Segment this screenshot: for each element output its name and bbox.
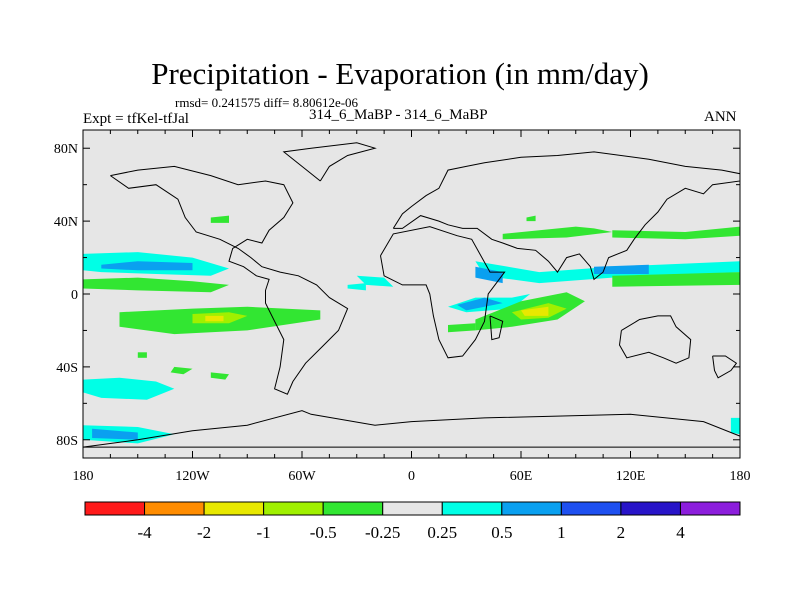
colorbar-box	[560, 501, 622, 516]
y-tick-label: 40N	[54, 215, 78, 230]
colorbar-label: -1	[257, 523, 271, 542]
contour-region	[521, 306, 549, 316]
colorbar-label: -0.5	[310, 523, 337, 542]
contour-region	[457, 297, 503, 311]
coastline	[712, 355, 738, 379]
y-tick-label: 0	[71, 288, 78, 303]
chart-title: Precipitation - Evaporation (in mm/day)	[151, 56, 649, 91]
contour-region	[83, 277, 229, 293]
colorbar-label: 1	[557, 523, 566, 542]
contour-region	[83, 377, 175, 400]
case-label: 314_6_MaBP - 314_6_MaBP	[309, 107, 488, 123]
experiment-label: Expt = tfKel-tfJal	[83, 111, 189, 127]
colorbar-box	[322, 501, 384, 516]
coastline	[380, 226, 506, 359]
contour-region	[526, 215, 536, 222]
coastline	[282, 142, 377, 182]
coastline	[618, 315, 692, 364]
contour-region	[210, 215, 229, 223]
contour-region	[448, 323, 476, 333]
colorbar-box	[203, 501, 265, 516]
colorbar-box	[501, 501, 562, 516]
stats-line: rmsd= 0.241575 diff= 8.80612e-06	[175, 95, 359, 110]
y-tick-label: 80N	[54, 142, 78, 157]
x-tick-label: 180	[73, 469, 94, 484]
colorbar-label: 4	[676, 523, 685, 542]
x-tick-label: 60W	[288, 469, 316, 484]
colorbar-label: 2	[617, 523, 626, 542]
contour-region	[205, 315, 224, 322]
x-tick-label: 60E	[510, 469, 533, 484]
contour-region	[612, 272, 740, 287]
contour-region	[170, 366, 193, 375]
colorbar-label: -0.25	[365, 523, 400, 542]
colorbar-label: -4	[137, 523, 152, 542]
x-tick-label: 120W	[175, 469, 210, 484]
contour-region	[356, 275, 394, 287]
colorbar-box	[144, 501, 205, 516]
colorbar-box	[382, 501, 443, 516]
contour-region	[92, 428, 138, 440]
colorbar-box	[84, 501, 146, 516]
x-tick-label: 180	[730, 469, 751, 484]
contour-region	[502, 226, 613, 240]
colorbar-box	[441, 501, 503, 516]
y-tick-label: 40S	[56, 361, 78, 376]
coastline	[82, 410, 741, 448]
x-tick-label: 0	[408, 469, 415, 484]
colorbar-label: 0.25	[427, 523, 457, 542]
colorbar-box	[620, 501, 681, 516]
colorbar-label: 0.5	[491, 523, 512, 542]
contour-region	[612, 226, 740, 240]
coastline	[110, 165, 349, 395]
map-background	[83, 130, 740, 458]
contour-region	[347, 283, 366, 291]
coastline	[392, 151, 741, 281]
contour-region	[475, 266, 503, 284]
season-label: ANN	[704, 109, 737, 125]
y-tick-label: 80S	[56, 434, 78, 449]
colorbar-box	[679, 501, 741, 516]
contour-region	[137, 352, 147, 358]
contour-region	[101, 261, 193, 271]
x-tick-label: 120E	[616, 469, 646, 484]
contour-region	[210, 372, 229, 380]
contour-region	[594, 264, 649, 274]
coastline	[489, 315, 504, 341]
colorbar-box	[263, 501, 324, 516]
contour-region	[730, 417, 740, 435]
colorbar-label: -2	[197, 523, 211, 542]
